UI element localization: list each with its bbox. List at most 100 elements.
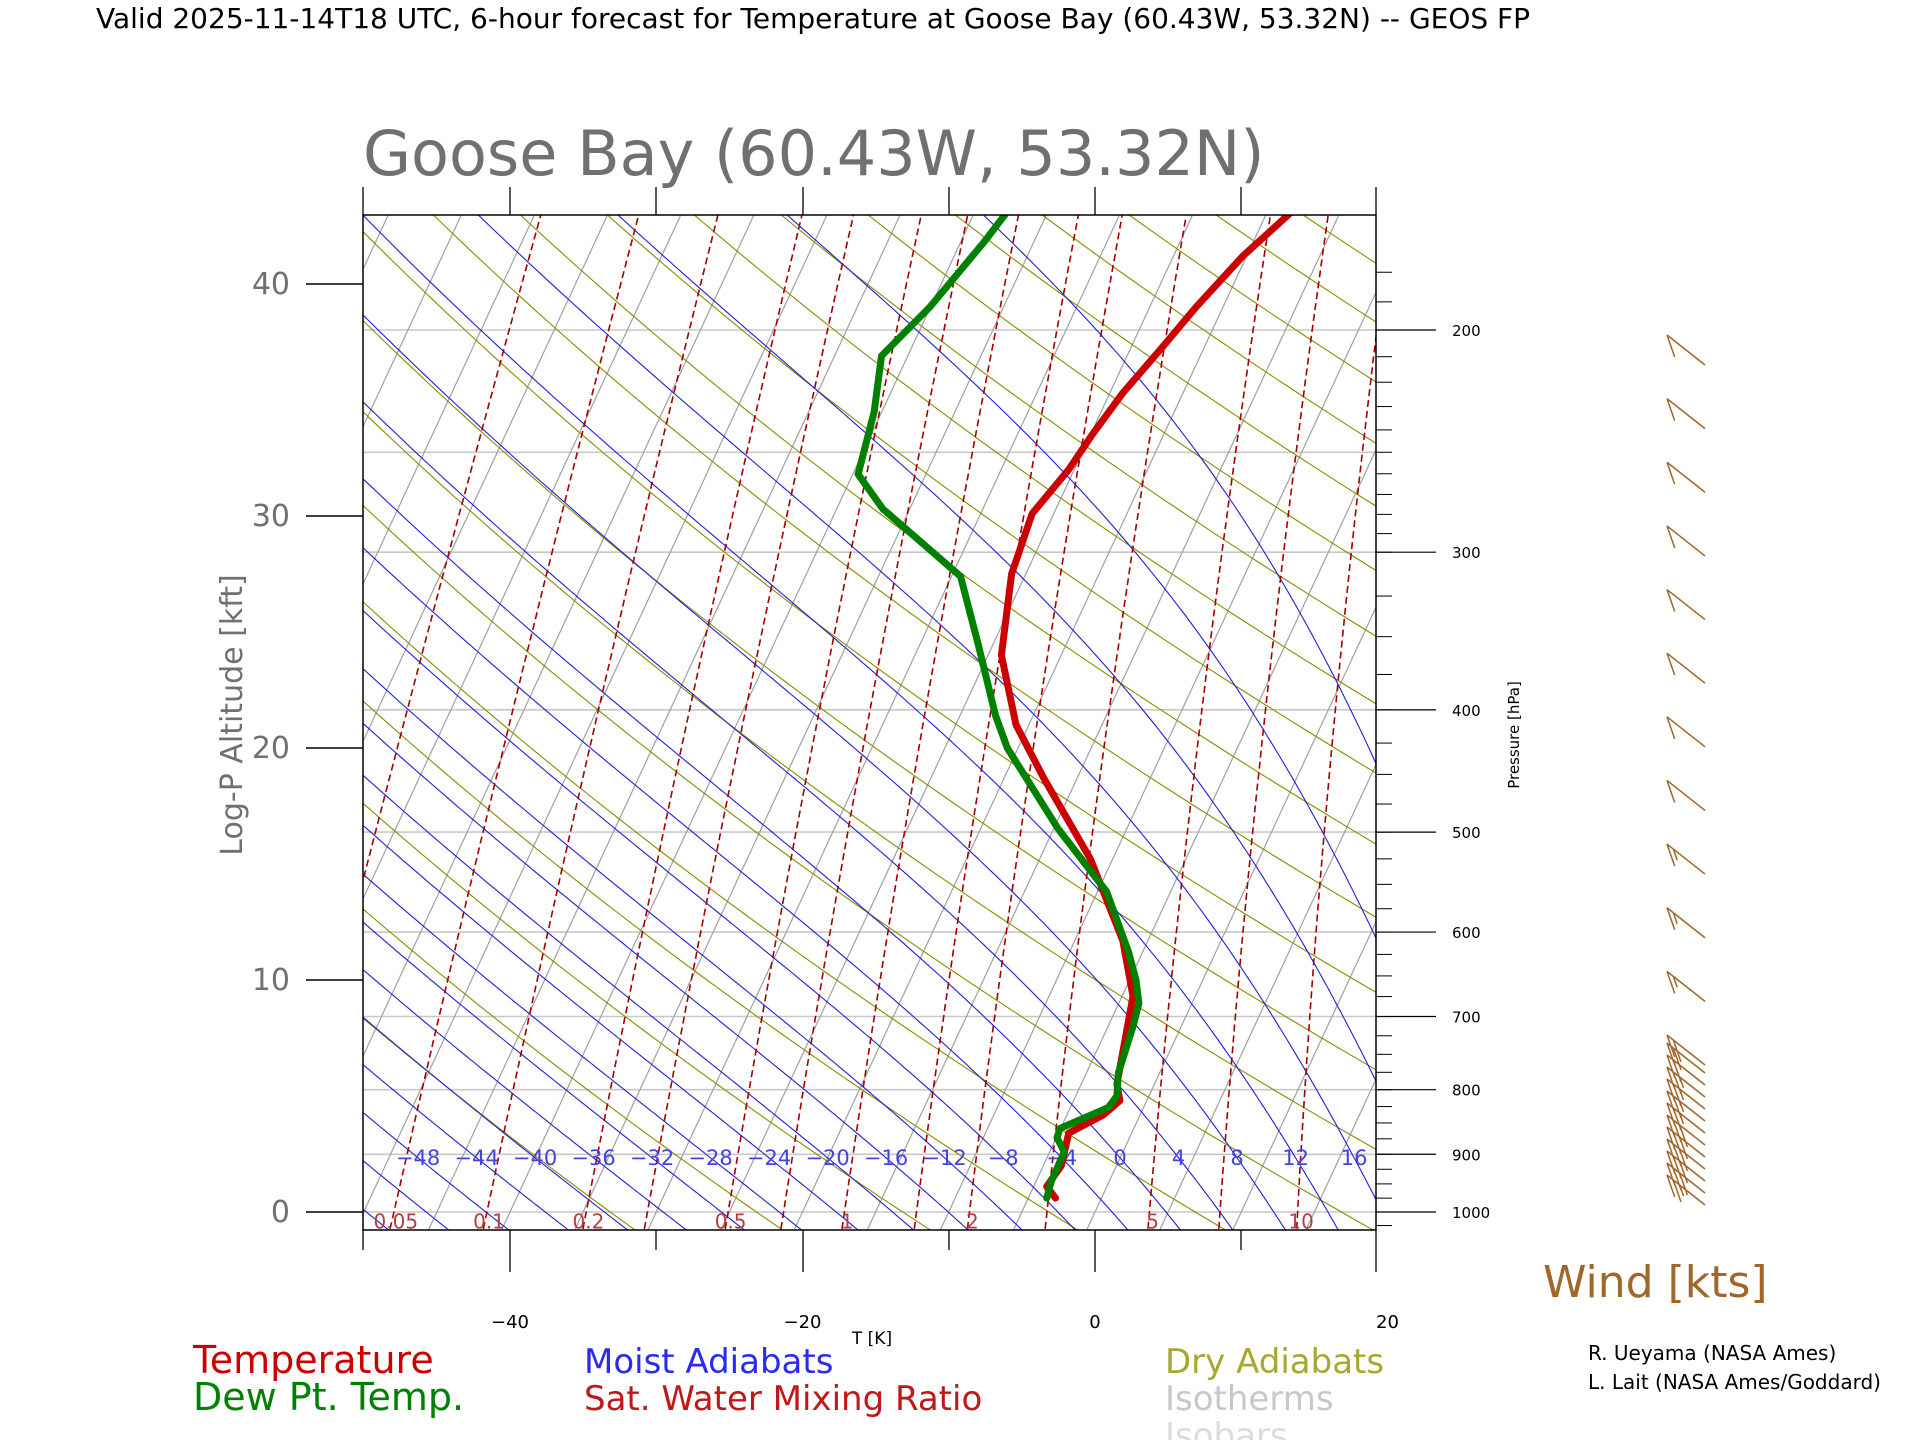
pressure-tick-label: 400 bbox=[1452, 702, 1481, 720]
moist-adiabat bbox=[363, 824, 859, 1230]
dry-adiabat bbox=[432, 215, 1376, 918]
pressure-tick-label: 1000 bbox=[1452, 1204, 1490, 1222]
wind-barbs bbox=[1666, 334, 1706, 1206]
moist-adiabat bbox=[363, 546, 1129, 1230]
wind-barb bbox=[1666, 1034, 1706, 1066]
dry-adiabat-lines bbox=[363, 207, 1920, 1239]
wind-barb-flag bbox=[1666, 1162, 1676, 1186]
wind-barb-flag bbox=[1666, 398, 1676, 421]
dry-adiabat bbox=[1128, 215, 1376, 383]
moist-adiabat-label: −48 bbox=[396, 1146, 440, 1170]
legend-isobars: Isobars bbox=[1165, 1416, 1288, 1440]
isotherm-lines bbox=[0, 203, 1376, 1240]
moist-adiabat-label: −40 bbox=[513, 1146, 557, 1170]
isotherm-line bbox=[363, 215, 755, 1058]
moist-adiabat bbox=[363, 873, 803, 1230]
moist-adiabat bbox=[786, 215, 1376, 940]
dry-adiabat bbox=[954, 215, 1376, 507]
y-axis-label: Log-P Altitude [kft] bbox=[215, 574, 250, 855]
wind-barb-flag bbox=[1666, 1150, 1676, 1174]
mixing-ratio-line bbox=[1554, 207, 1599, 1239]
valid-header: Valid 2025-11-14T18 UTC, 6-hour forecast… bbox=[96, 2, 1530, 35]
dry-adiabat bbox=[363, 908, 784, 1230]
moist-adiabat bbox=[363, 401, 1234, 1230]
isotherm-line bbox=[363, 215, 828, 1215]
moist-adiabat-label: −12 bbox=[922, 1146, 966, 1170]
x-tick-label: 20 bbox=[1376, 1312, 1399, 1333]
isotherm-line bbox=[363, 215, 536, 586]
credit-line-1: R. Ueyama (NASA Ames) bbox=[1588, 1341, 1836, 1365]
moist-adiabat-label: −36 bbox=[571, 1146, 615, 1170]
wind-barb-flag bbox=[1666, 334, 1676, 358]
moist-adiabat bbox=[363, 1016, 629, 1230]
mixing-ratio-line bbox=[1147, 215, 1272, 1230]
moist-adiabat bbox=[363, 1208, 390, 1230]
wind-barb-flag bbox=[1672, 1047, 1682, 1071]
pressure-tick-label: 200 bbox=[1452, 322, 1481, 340]
x-tick-label: 0 bbox=[1089, 1312, 1100, 1333]
mixing-ratio-lines bbox=[363, 207, 1599, 1239]
legend-moist-adiabats: Moist Adiabats bbox=[584, 1342, 833, 1382]
moist-adiabat bbox=[363, 314, 1287, 1230]
wind-barb bbox=[1666, 398, 1706, 430]
wind-barb-flag bbox=[1666, 1042, 1676, 1066]
isotherm-line bbox=[1232, 920, 1376, 1230]
wind-barb-flag bbox=[1666, 971, 1676, 994]
moist-adiabat bbox=[363, 921, 746, 1230]
moist-adiabat-label: −44 bbox=[454, 1146, 498, 1170]
x-tick-label: −20 bbox=[784, 1312, 822, 1333]
wind-barb-staff bbox=[1666, 779, 1706, 812]
legend-mixing-ratio: Sat. Water Mixing Ratio bbox=[584, 1379, 982, 1419]
wind-barb-staff bbox=[1666, 334, 1706, 366]
moist-adiabat bbox=[363, 667, 1023, 1230]
y-tick-label: 40 bbox=[252, 267, 290, 302]
plot-frame bbox=[362, 214, 1377, 1231]
dry-adiabat bbox=[363, 1017, 636, 1230]
dry-adiabat bbox=[1552, 207, 1920, 1239]
y-tick-label: 0 bbox=[271, 1195, 290, 1230]
moist-adiabat-label: 12 bbox=[1282, 1146, 1309, 1170]
mixing-ratio-label: 5 bbox=[1146, 1209, 1159, 1233]
mixing-ratio-line bbox=[966, 215, 1124, 1230]
legend-temperature: Temperature bbox=[192, 1338, 434, 1382]
chart-title: Goose Bay (60.43W, 53.32N) bbox=[363, 117, 1264, 190]
wind-label: Wind [kts] bbox=[1543, 1257, 1768, 1308]
legend-dry-adiabats: Dry Adiabats bbox=[1165, 1342, 1384, 1382]
mixing-ratio-line bbox=[913, 215, 1080, 1230]
moist-adiabat bbox=[363, 609, 1076, 1230]
legend-isotherms: Isotherms bbox=[1165, 1379, 1334, 1419]
wind-barb-flag bbox=[1666, 716, 1676, 740]
moist-adiabat bbox=[982, 215, 1376, 765]
moist-adiabat-label: 4 bbox=[1172, 1146, 1185, 1170]
mixing-ratio-line bbox=[1295, 330, 1376, 1230]
credit-line-2: L. Lait (NASA Ames/Goddard) bbox=[1588, 1370, 1881, 1394]
moist-adiabat bbox=[363, 968, 688, 1230]
moist-adiabat-label: −8 bbox=[988, 1146, 1019, 1170]
pressure-tick-label: 800 bbox=[1452, 1082, 1481, 1100]
background-lines bbox=[0, 203, 1920, 1240]
dry-adiabat bbox=[363, 230, 1376, 994]
wind-barb-flag bbox=[1672, 848, 1678, 861]
mixing-ratio-line bbox=[388, 215, 640, 1230]
dry-adiabat bbox=[363, 319, 1376, 1071]
isotherm-line bbox=[720, 215, 1194, 1230]
isotherm-line bbox=[363, 215, 609, 743]
isotherm-line bbox=[0, 203, 321, 1240]
wind-barb-flag bbox=[1666, 525, 1676, 549]
dry-adiabat bbox=[363, 601, 1227, 1230]
y-tick-label: 30 bbox=[252, 499, 290, 534]
dry-adiabat bbox=[780, 215, 1376, 637]
wind-barb bbox=[1666, 970, 1706, 1002]
mixing-ratio-line bbox=[1217, 215, 1329, 1230]
isotherm-line bbox=[647, 215, 1121, 1230]
wind-barb-staff bbox=[1666, 398, 1706, 430]
pressure-tick-label: 500 bbox=[1452, 824, 1481, 842]
dry-adiabat bbox=[363, 802, 932, 1230]
moist-adiabat-label: 0 bbox=[1113, 1146, 1126, 1170]
dry-adiabat bbox=[519, 215, 1376, 845]
moist-adiabat-label: −16 bbox=[864, 1146, 908, 1170]
wind-barb-flag bbox=[1666, 1054, 1676, 1078]
pressure-tick-label: 300 bbox=[1452, 544, 1481, 562]
wind-barb bbox=[1666, 525, 1706, 557]
